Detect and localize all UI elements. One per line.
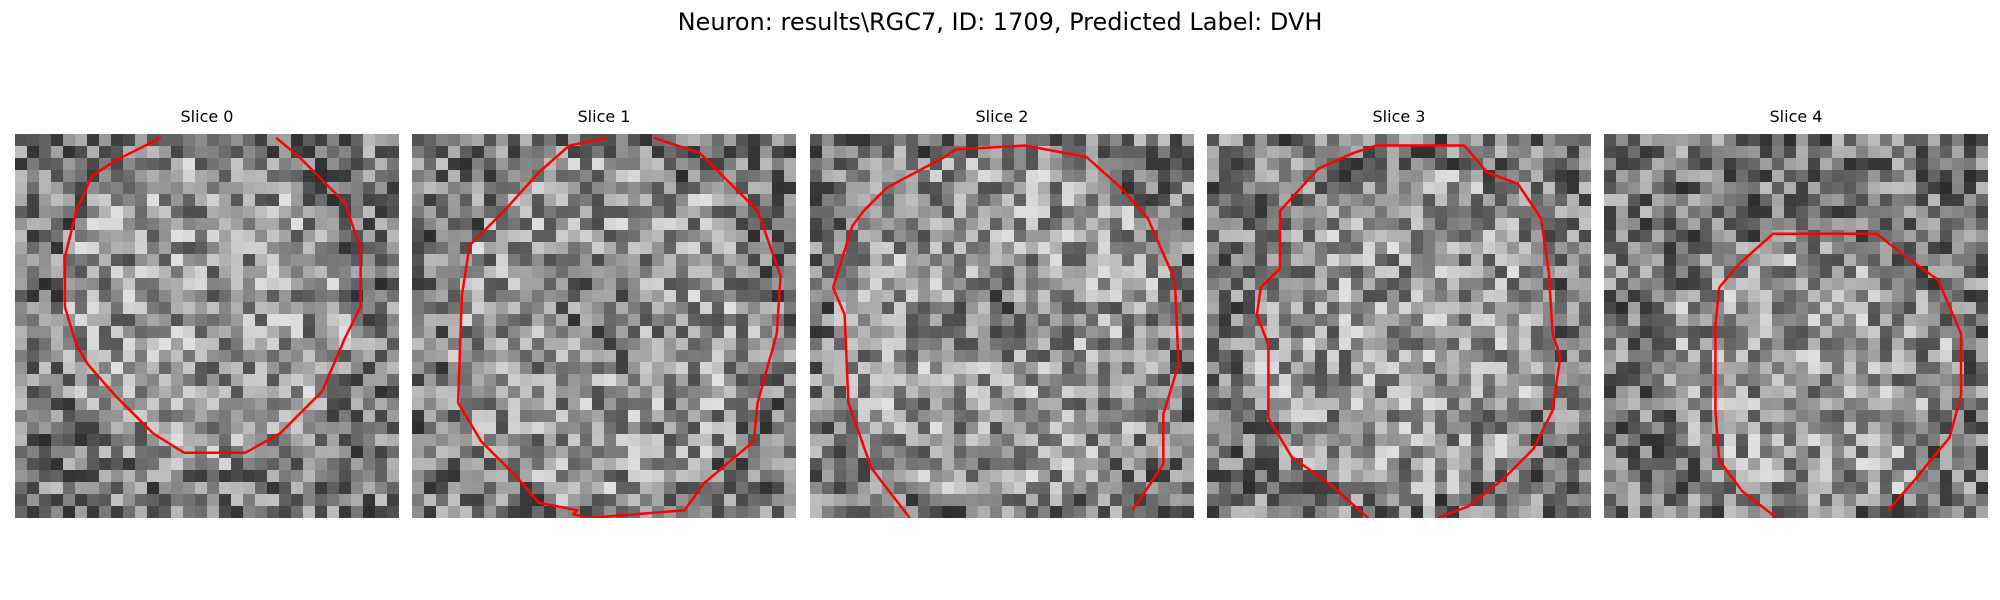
slice-title: Slice 2 — [975, 107, 1029, 126]
slice-panel: Slice 2 — [810, 107, 1194, 521]
slice-image — [1207, 134, 1591, 518]
slice-image — [810, 134, 1194, 518]
slice-panel: Slice 0 — [15, 107, 399, 521]
slice-panel: Slice 1 — [412, 107, 796, 521]
pixel-grid — [1604, 134, 1988, 518]
segmentation-contour — [831, 144, 1180, 518]
slice-panel: Slice 3 — [1207, 107, 1591, 521]
segmentation-contour — [63, 136, 362, 454]
slice-title: Slice 0 — [180, 107, 234, 126]
pixel-grid — [412, 134, 796, 518]
slice-image — [15, 134, 399, 518]
slice-title: Slice 1 — [577, 107, 631, 126]
segmentation-contour — [1255, 144, 1562, 518]
slice-panel: Slice 4 — [1604, 107, 1988, 521]
pixel-grid — [1207, 134, 1591, 518]
pixel-grid — [810, 134, 1194, 518]
slice-title: Slice 4 — [1769, 107, 1823, 126]
slice-image — [412, 134, 796, 518]
segmentation-contour — [1714, 232, 1963, 518]
figure-title: Neuron: results\RGC7, ID: 1709, Predicte… — [677, 8, 1323, 36]
slice-image — [1604, 134, 1988, 518]
segmentation-contour — [456, 136, 782, 518]
pixel-grid — [15, 134, 399, 518]
slice-title: Slice 3 — [1372, 107, 1426, 126]
